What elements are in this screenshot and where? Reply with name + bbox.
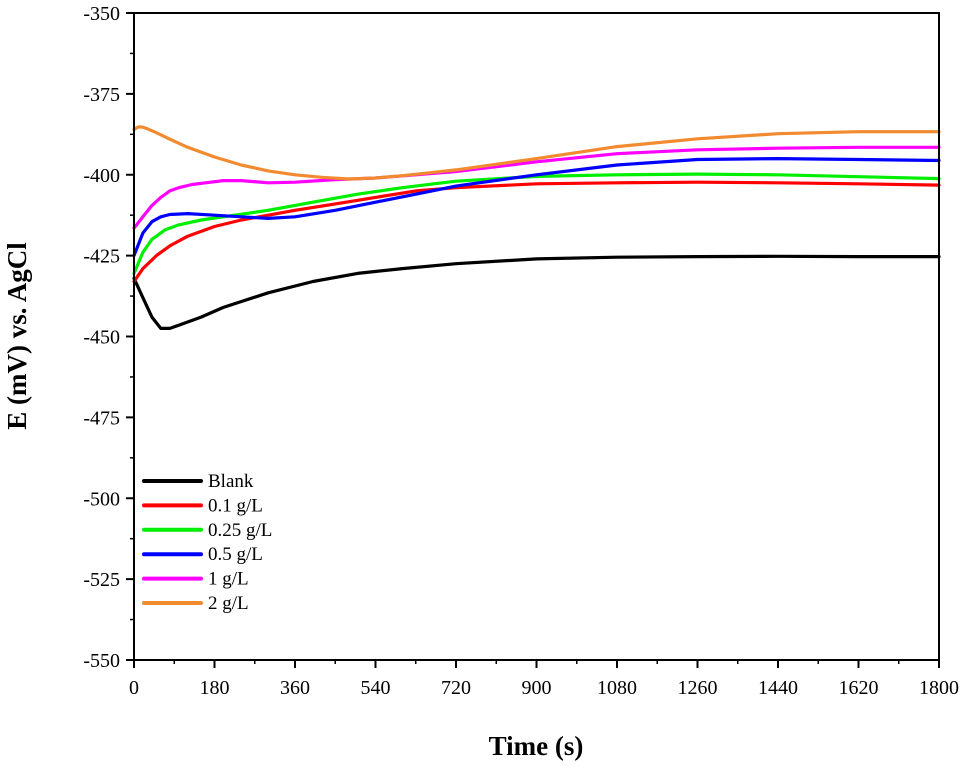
x-tick-label-5: 900 [522,677,552,699]
x-tick-label-7: 1260 [678,677,718,699]
x-tick-label-4: 720 [441,677,471,699]
x-tick-label-2: 360 [280,677,310,699]
y-tick-label-2: -400 [83,165,120,187]
y-tick-label-3: -425 [83,246,120,268]
ticks-layer: 0 180 360 540 720 900 1080 1260 1440 1620 1800 -350… [83,3,959,699]
series-line-2 [132,172,941,275]
series-line-5 [132,125,941,181]
series-layer [132,125,941,330]
legend-label-2: 0.25 g/L [208,520,272,541]
y-tick-label-0: -350 [83,3,120,25]
series-line-0 [132,254,941,330]
y-tick-label-5: -475 [83,407,120,429]
series-line-1 [132,180,941,284]
x-tick-label-3: 540 [361,677,391,699]
legend: Blank 0.1 g/L 0.25 g/L 0.5 g/L 1 g/L 2 g/L [142,471,272,614]
x-tick-label-8: 1440 [758,677,798,699]
y-tick-label-8: -550 [83,650,120,672]
x-tick-label-1: 180 [200,677,230,699]
x-tick-label-9: 1620 [839,677,879,699]
legend-label-1: 0.1 g/L [208,495,263,516]
x-tick-label-10: 1800 [919,677,959,699]
y-tick-label-7: -525 [83,569,120,591]
y-axis-title: E (mV) vs. AgCl [2,242,32,430]
y-tick-label-4: -450 [83,327,120,349]
legend-label-0: Blank [208,471,254,492]
x-tick-label-0: 0 [129,677,139,699]
x-tick-label-6: 1080 [597,677,637,699]
y-tick-label-6: -500 [83,488,120,510]
legend-label-5: 2 g/L [208,593,249,614]
series-line-3 [132,157,941,258]
legend-label-4: 1 g/L [208,569,249,590]
x-axis-title: Time (s) [489,731,584,761]
y-tick-label-1: -375 [83,84,120,106]
legend-label-3: 0.5 g/L [208,544,263,565]
series-line-4 [132,145,941,230]
